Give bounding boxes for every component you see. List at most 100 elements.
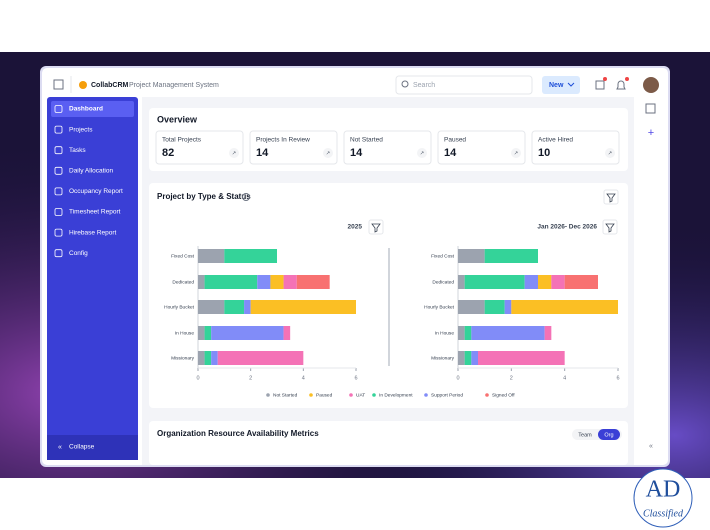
rail-icon[interactable] [645, 103, 656, 114]
apps-icon[interactable] [53, 79, 64, 90]
badge-mark: AD [646, 477, 681, 503]
badge-dot [603, 77, 607, 81]
bar-segment [244, 300, 251, 314]
stat-link[interactable] [605, 148, 615, 158]
bar-segment [471, 326, 545, 340]
filter-icon [606, 193, 616, 203]
badge-caption: Classified [643, 508, 684, 519]
stat-card [249, 130, 338, 165]
x-tick-label: 6 [354, 375, 357, 381]
legend-swatch [485, 393, 489, 397]
toggle-option[interactable]: Org [604, 432, 613, 438]
bar-segment [464, 351, 472, 365]
toggle-active [598, 429, 620, 440]
stat-card [531, 130, 620, 165]
x-tick-label: 2 [510, 375, 513, 381]
nav-item[interactable]: Projects [69, 126, 93, 133]
search-box[interactable] [395, 75, 533, 95]
chart-period: Jan 2026- Dec 2026 [537, 224, 597, 231]
stat-link-icon: ↗ [420, 150, 424, 156]
chart-title: Project by Type & Status [157, 192, 251, 201]
y-tick-label: Fixed Cost [171, 253, 195, 259]
collapse-bar[interactable] [47, 435, 138, 460]
bar-segment [458, 249, 485, 263]
sidebar [47, 97, 138, 460]
badge-dot [625, 77, 629, 81]
overview-title: Overview [157, 114, 198, 124]
bar-segment [224, 249, 277, 263]
bar-segment [204, 326, 212, 340]
search-placeholder: Search [413, 82, 435, 89]
y-tick-label: In House [435, 330, 455, 336]
bar-segment [458, 351, 465, 365]
inbox-icon[interactable] [595, 80, 605, 90]
y-tick-label: Fixed Cost [431, 253, 455, 259]
nav-item[interactable]: Occupancy Report [69, 188, 123, 195]
stat-label: Total Projects [162, 137, 202, 144]
nav-item[interactable]: Dashboard [69, 106, 103, 113]
y-tick-label: Hourly Bucket [164, 304, 195, 310]
collapse-icon: « [58, 444, 62, 451]
y-tick-label: Dedicated [432, 279, 454, 285]
rail-add[interactable]: + [648, 127, 654, 139]
stat-label: Paused [444, 137, 466, 144]
legend-swatch [309, 393, 313, 397]
info-icon[interactable] [242, 193, 250, 201]
new-button[interactable] [542, 76, 580, 94]
x-tick-label: 0 [456, 375, 459, 381]
ad-badge [633, 468, 693, 528]
filter-button[interactable] [368, 219, 384, 235]
toggle-option[interactable]: Team [578, 432, 592, 438]
stat-link[interactable] [229, 148, 239, 158]
legend-swatch [372, 393, 376, 397]
stat-value: 10 [538, 147, 550, 159]
bar-segment [198, 326, 205, 340]
legend-swatch [349, 393, 353, 397]
bar-segment [524, 275, 538, 289]
stat-link[interactable] [417, 148, 427, 158]
stat-link[interactable] [511, 148, 521, 158]
y-tick-label: Dedicated [172, 279, 194, 285]
bar-segment [538, 275, 552, 289]
nav-item[interactable]: Config [69, 250, 88, 257]
legend-label: UAT [356, 392, 365, 398]
bar-segment [458, 275, 465, 289]
bar-segment [464, 326, 472, 340]
bar-segment [458, 300, 485, 314]
filter-button[interactable] [602, 219, 618, 235]
avatar[interactable] [643, 77, 659, 93]
bar-segment [217, 351, 304, 365]
nav-item[interactable]: Tasks [69, 147, 86, 154]
rail-collapse[interactable]: « [649, 443, 653, 450]
bar-segment [484, 249, 538, 263]
availability-card [149, 421, 628, 465]
nav-icon [54, 208, 63, 216]
bar-segment [464, 275, 525, 289]
bar-segment [204, 275, 258, 289]
stat-card [343, 130, 432, 165]
brand: CollabCRM [91, 82, 129, 89]
nav-icon [54, 228, 63, 237]
stat-value: 14 [350, 147, 363, 159]
nav-item[interactable]: Daily Allocation [69, 168, 113, 175]
nav-icon [54, 146, 63, 155]
legend-label: Signed Off [492, 392, 515, 398]
nav-item[interactable]: Hirebase Report [69, 229, 117, 236]
nav-item[interactable]: Timesheet Report [69, 209, 121, 216]
legend-label: Support Period [431, 392, 463, 398]
nav-icon [54, 187, 63, 196]
bar-segment [270, 275, 284, 289]
y-tick-label: Hourly Bucket [424, 304, 455, 310]
bar-segment [224, 300, 245, 314]
x-tick-label: 2 [249, 375, 252, 381]
bar-segment [471, 351, 478, 365]
y-tick-label: Missionary [431, 355, 455, 361]
bar-segment [257, 275, 271, 289]
stat-link[interactable] [323, 148, 333, 158]
bar-segment [544, 326, 552, 340]
stat-link-icon: ↗ [232, 150, 236, 156]
filter-button[interactable] [603, 189, 619, 205]
bell-icon[interactable] [616, 80, 626, 90]
bar-segment [204, 351, 212, 365]
